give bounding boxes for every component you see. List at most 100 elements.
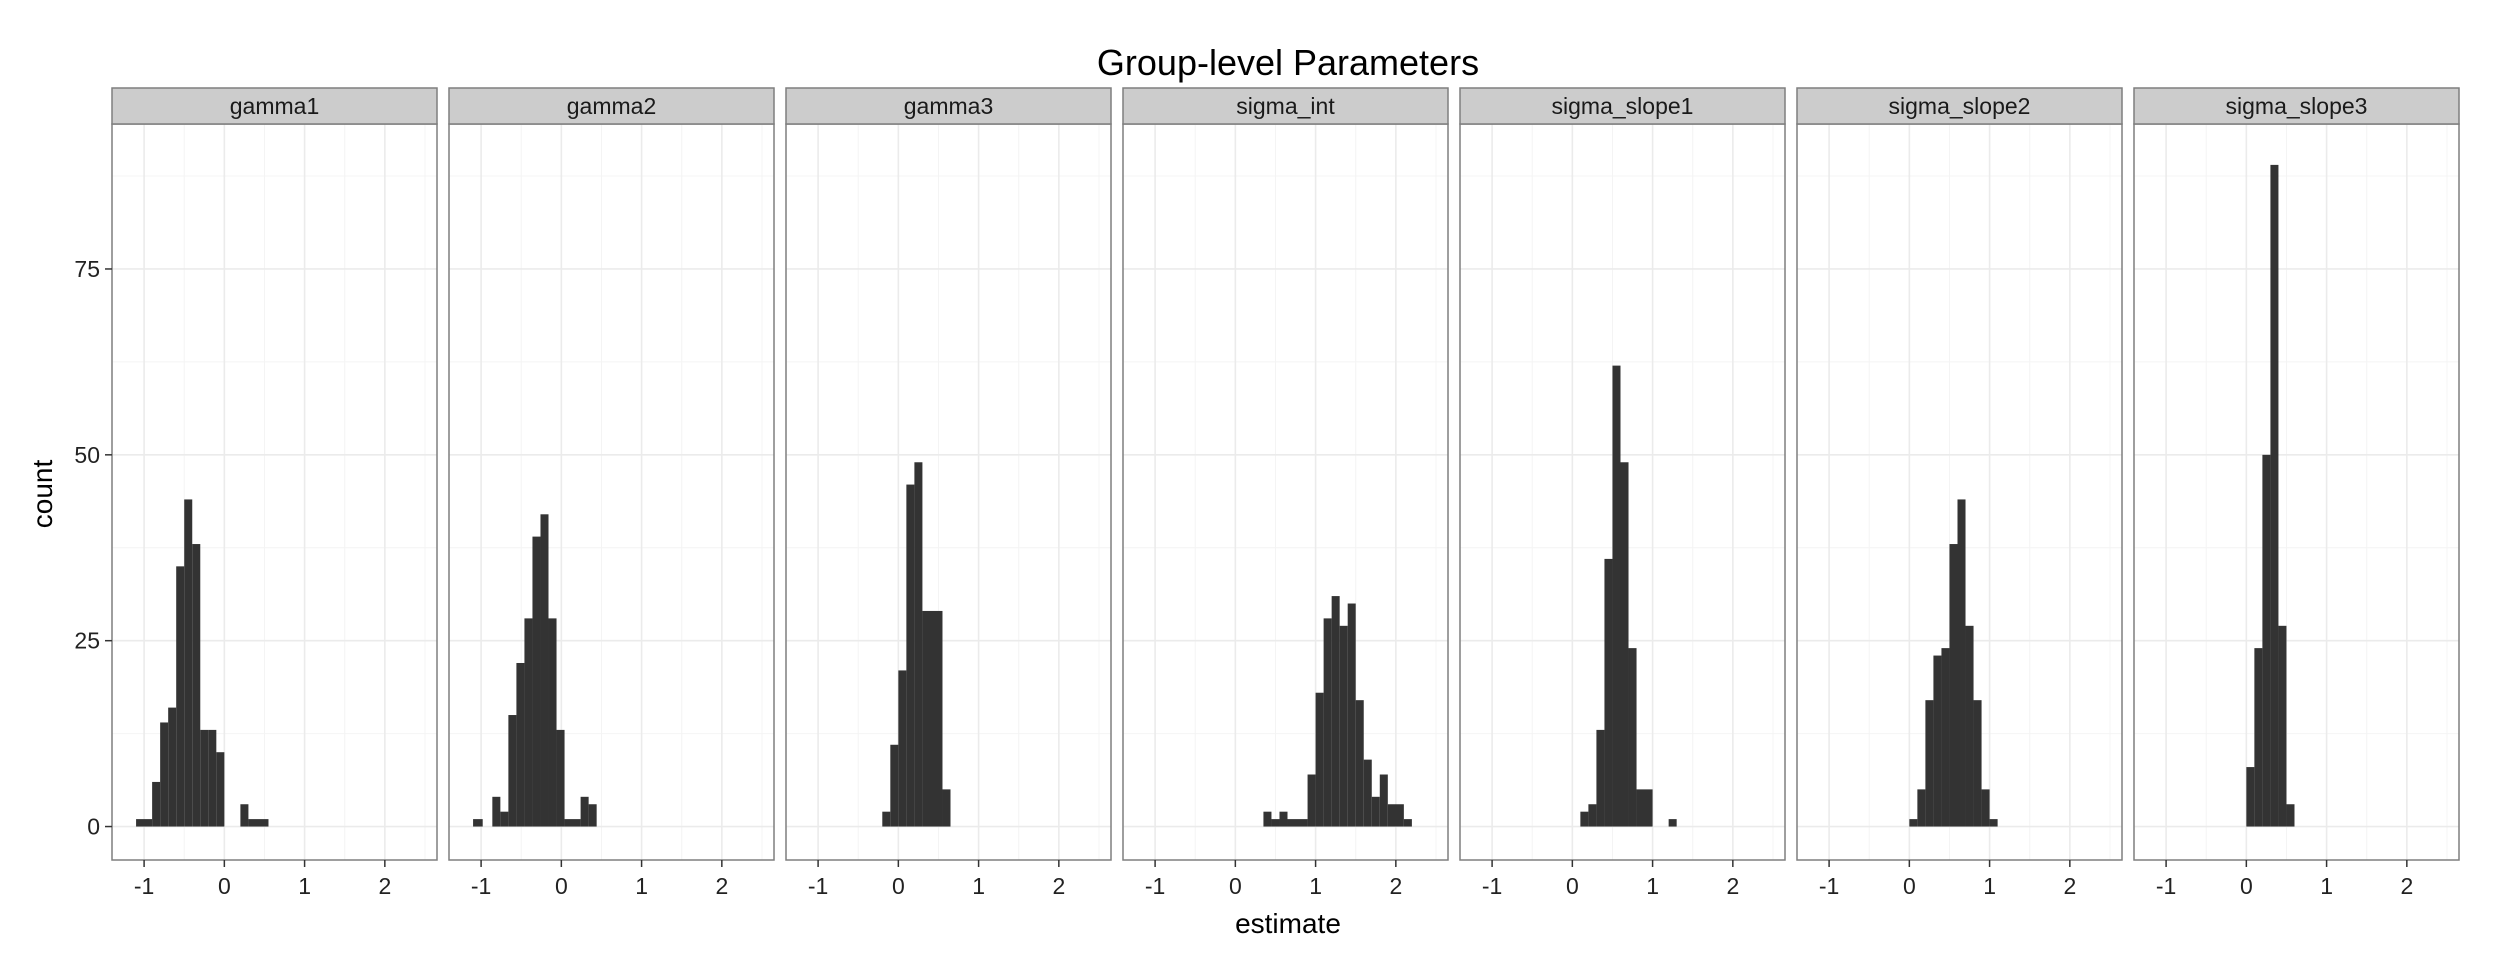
histogram-bar [1957, 499, 1966, 827]
x-tick-label: -1 [1145, 873, 1165, 899]
histogram-bar [1612, 365, 1621, 827]
facet-strip [2133, 87, 2460, 125]
histogram-bar [922, 610, 943, 827]
x-tick-label: 0 [555, 873, 568, 899]
histogram-bar [1965, 625, 1974, 827]
x-tick-label: 1 [298, 873, 311, 899]
histogram-bar [1363, 759, 1372, 827]
y-axis: 0 25 50 75 [74, 256, 112, 840]
x-tick-label: -1 [1482, 873, 1502, 899]
histogram-bar [192, 544, 201, 827]
x-tick-label: -1 [1819, 873, 1839, 899]
facet-strip-label: sigma_slope1 [1552, 93, 1694, 119]
facet-strip-label: sigma_int [1236, 93, 1335, 119]
histogram-bar [200, 729, 209, 827]
histogram-bar [136, 819, 153, 827]
x-tick-label: 1 [972, 873, 985, 899]
histogram-bar [1604, 558, 1613, 827]
histogram-bar [1580, 811, 1589, 827]
histogram-bar [2254, 648, 2263, 827]
histogram-bar [898, 670, 907, 827]
histogram-bar [1925, 700, 1934, 827]
histogram-bar [1271, 819, 1280, 827]
histogram-bar [216, 752, 225, 827]
histogram-bar [2270, 164, 2279, 827]
panel-background [1123, 124, 1448, 860]
x-tick-label: 1 [2320, 873, 2333, 899]
y-axis-title: count [27, 460, 58, 529]
histogram-bar [1981, 789, 1990, 827]
facet-strip [785, 87, 1112, 125]
x-tick-label: 2 [715, 873, 728, 899]
facet-panel-sigma_int: sigma_int -1 0 1 2 [1122, 87, 1449, 899]
x-tick-label: 0 [892, 873, 905, 899]
y-tick-label: 25 [74, 628, 100, 654]
facet-strip-label: sigma_slope3 [2226, 93, 2368, 119]
histogram-bar [500, 811, 509, 827]
histogram-bar [906, 484, 915, 827]
histogram-bar [2246, 767, 2255, 827]
histogram-bar [208, 729, 217, 827]
x-tick-label: 1 [1983, 873, 1996, 899]
histogram-bar [1941, 648, 1950, 827]
histogram-bar [1339, 625, 1348, 827]
histogram-bar [914, 462, 923, 827]
x-tick-label: 0 [218, 873, 231, 899]
histogram-bar [1933, 655, 1942, 827]
facet-panel-gamma2: gamma2 -1 0 1 2 [448, 87, 775, 899]
histogram-bar [1596, 729, 1605, 827]
facet-strip-label: sigma_slope2 [1889, 93, 2031, 119]
histogram-bar [1636, 789, 1653, 827]
histogram-bar [168, 707, 177, 827]
facet-strip [448, 87, 775, 125]
x-axis-title: estimate [1235, 908, 1341, 939]
histogram-bar [524, 618, 533, 827]
facet-panel-gamma1: gamma1 -1 0 1 2 [111, 87, 438, 899]
histogram-bar [1403, 819, 1412, 827]
x-tick-label: 2 [2400, 873, 2413, 899]
chart-title: Group-level Parameters [1097, 42, 1479, 83]
y-tick-label: 75 [74, 256, 100, 282]
x-tick-label: -1 [2156, 873, 2176, 899]
histogram-bar [508, 715, 517, 827]
facet-strip [1459, 87, 1786, 125]
x-tick-label: 2 [2063, 873, 2076, 899]
histogram-bar [1263, 811, 1272, 827]
facet-strip [111, 87, 438, 125]
histogram-bar [2278, 625, 2287, 827]
y-tick-label: 0 [87, 814, 100, 840]
histogram-bar [1331, 596, 1340, 827]
facet-strip [1122, 87, 1449, 125]
panel-background [2134, 124, 2459, 860]
histogram-bar [1917, 789, 1926, 827]
histogram-bar [152, 781, 161, 827]
panel-background [449, 124, 774, 860]
facet-panel-sigma_slope1: sigma_slope1 -1 0 1 2 [1459, 87, 1786, 899]
histogram-bar [1347, 603, 1356, 827]
x-tick-label: -1 [808, 873, 828, 899]
histogram-bar [564, 819, 581, 827]
facet-panel-sigma_slope3: sigma_slope3 -1 0 1 2 [2133, 87, 2460, 899]
facet-strip-label: gamma1 [230, 93, 319, 119]
x-tick-label: 1 [1309, 873, 1322, 899]
histogram-bar [1620, 462, 1629, 827]
x-tick-label: 0 [1229, 873, 1242, 899]
panel-background [786, 124, 1111, 860]
histogram-bar [1588, 804, 1597, 827]
histogram-bar [2262, 454, 2271, 827]
histogram-bar [1287, 819, 1308, 827]
histogram-bar [1628, 648, 1637, 827]
histogram-bar [556, 729, 565, 827]
histogram-bar [1668, 819, 1677, 827]
histogram-bar [1387, 804, 1404, 827]
histogram-bar [580, 796, 589, 827]
histogram-bar [1323, 618, 1332, 827]
facet-strip-label: gamma2 [567, 93, 656, 119]
histogram-bar [942, 789, 951, 827]
histogram-bar [176, 566, 185, 827]
histogram-bar [248, 819, 269, 827]
histogram-bar [1379, 774, 1388, 827]
x-tick-label: 2 [1052, 873, 1065, 899]
histogram-bar [540, 514, 549, 827]
